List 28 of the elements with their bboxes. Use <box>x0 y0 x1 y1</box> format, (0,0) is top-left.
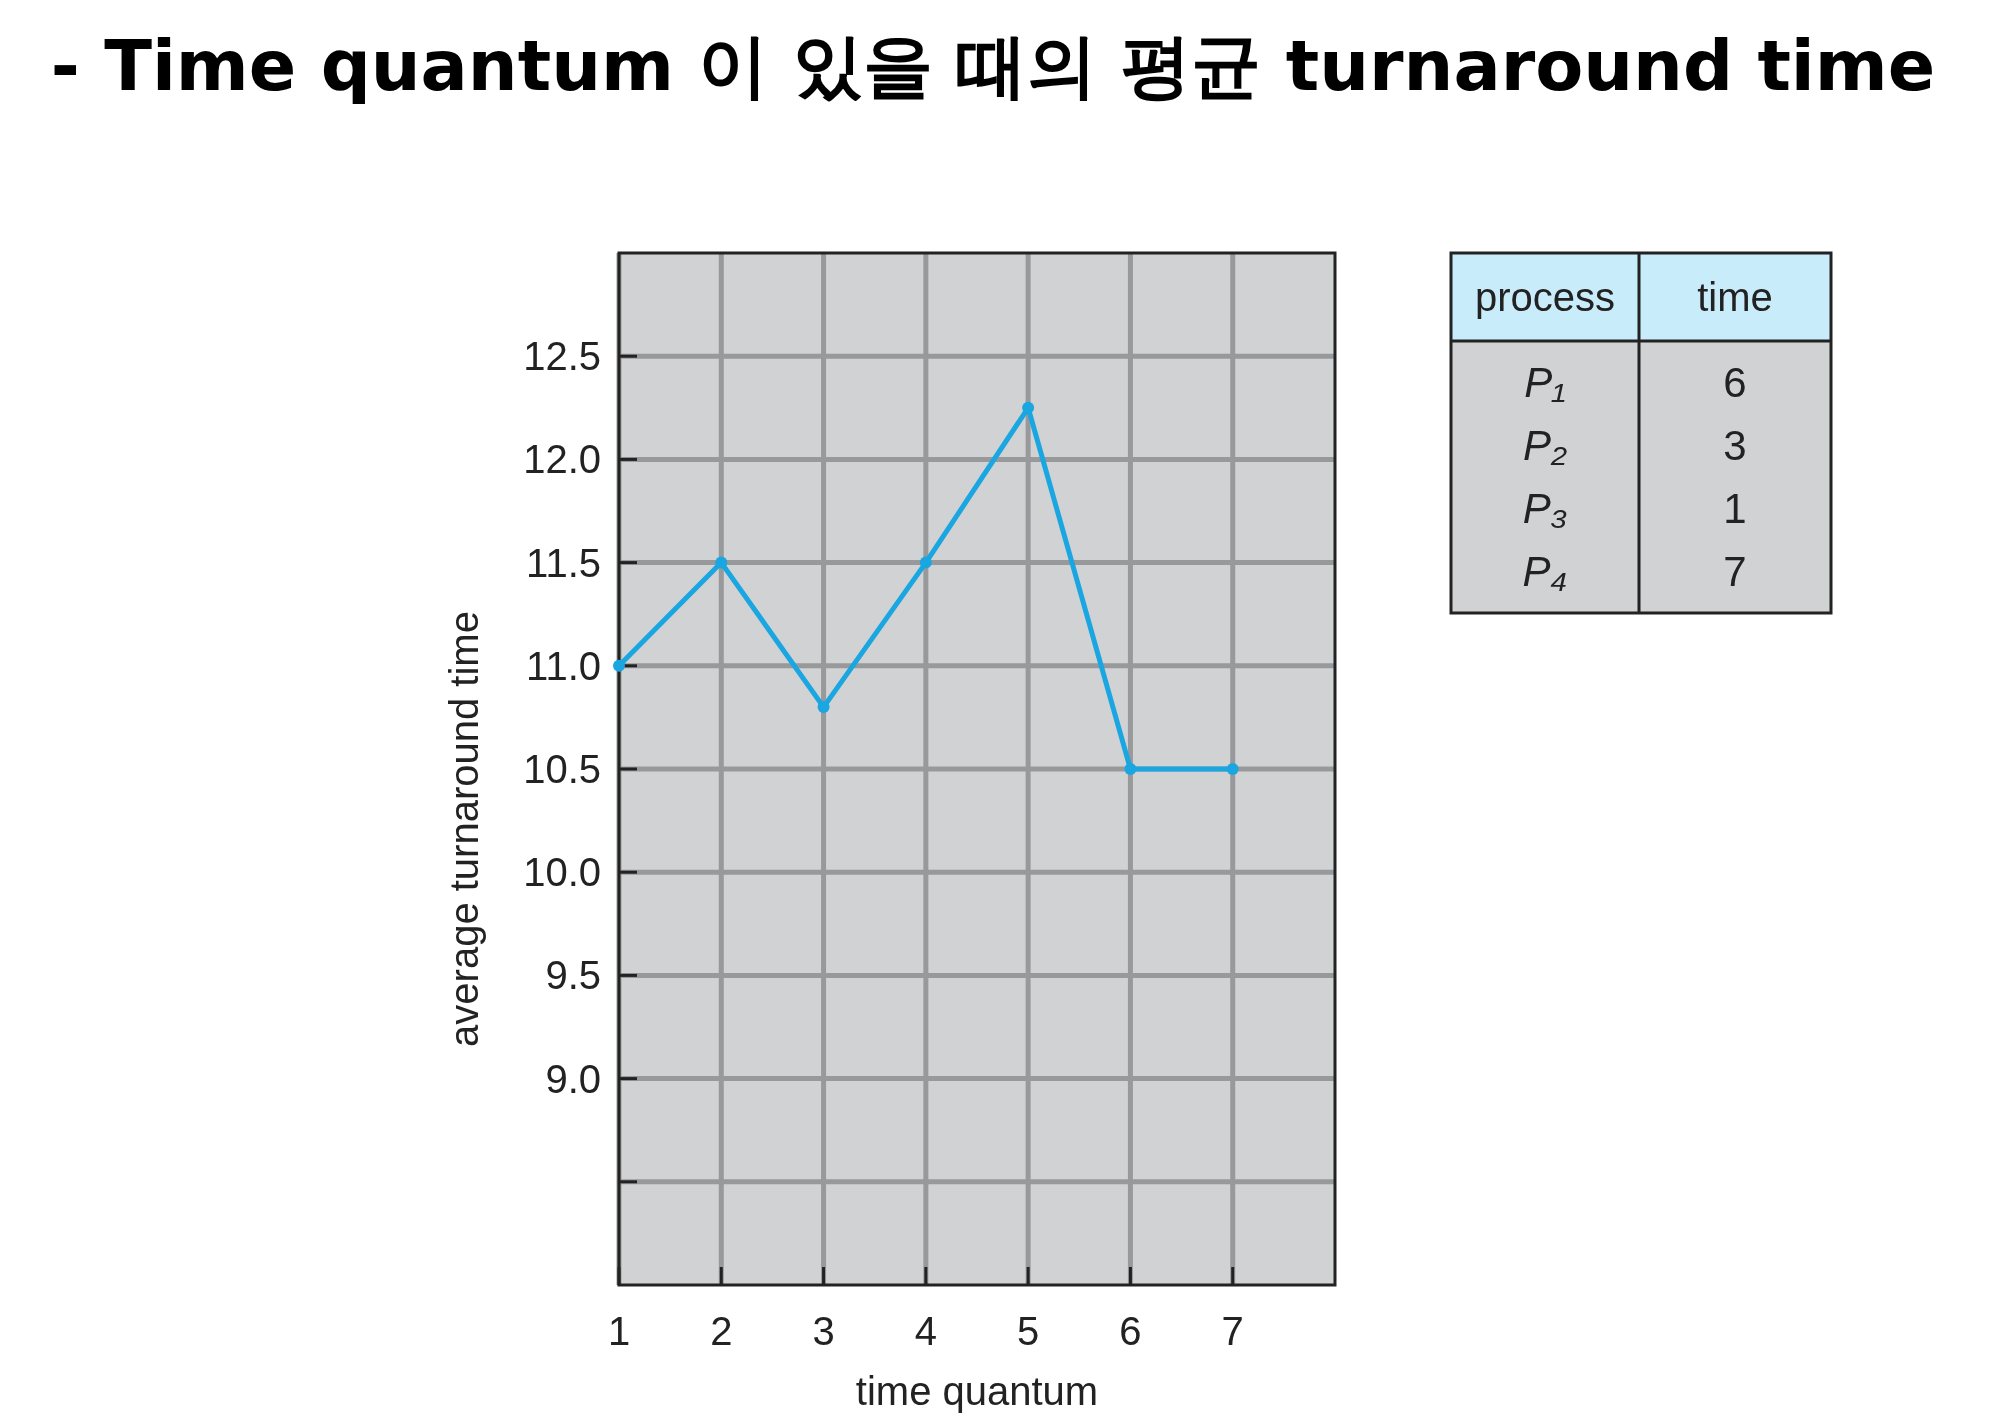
text: 6 <box>1723 358 1747 406</box>
text: P₁ <box>1524 358 1566 406</box>
text: 3 <box>1723 421 1747 469</box>
y-tick-label: 11.0 <box>526 643 601 688</box>
x-tick-label: 5 <box>1017 1309 1040 1353</box>
chart-title: - Time quantum 이 있을 때의 평균 turnaround time <box>50 25 1936 107</box>
y-tick-label: 10.5 <box>523 747 601 791</box>
text: P₂ <box>1522 421 1568 469</box>
y-tick-label: 11.5 <box>526 540 601 585</box>
text: time <box>1697 275 1773 319</box>
x-axis-title: time quantum <box>855 1369 1099 1413</box>
x-tick-label: 7 <box>1221 1309 1244 1353</box>
y-axis-title: average turnaround time <box>442 611 486 1047</box>
text: P₄ <box>1522 547 1568 595</box>
text: process <box>1474 275 1616 319</box>
x-tick-label: 3 <box>812 1309 835 1353</box>
x-tick-label: 4 <box>914 1309 937 1353</box>
text: 7 <box>1723 547 1747 595</box>
y-tick-label: 12.0 <box>523 437 601 482</box>
y-tick-label: 9.5 <box>545 953 601 998</box>
y-tick-label: 10.0 <box>523 850 601 895</box>
text: 1 <box>1723 484 1747 532</box>
y-tick-label: 9.0 <box>545 1056 601 1101</box>
x-tick-label: 2 <box>710 1309 733 1353</box>
y-tick-label: 12.5 <box>523 334 601 379</box>
text: P₃ <box>1522 484 1568 532</box>
x-tick-label: 6 <box>1119 1309 1142 1353</box>
x-tick-label: 1 <box>607 1309 631 1353</box>
